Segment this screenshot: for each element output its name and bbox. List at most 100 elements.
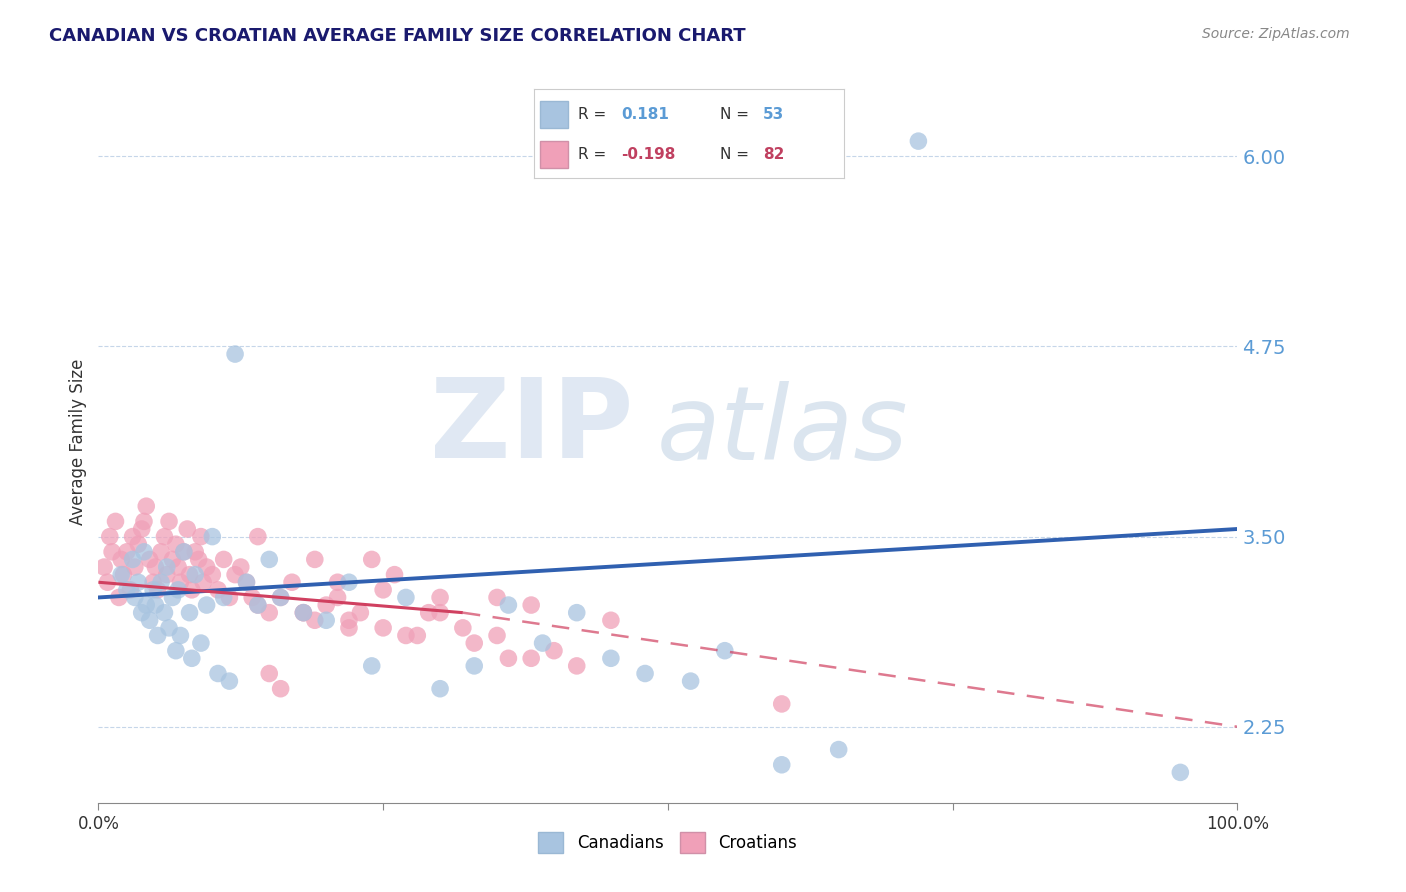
Point	[156, 567, 179, 582]
Point	[498, 651, 520, 665]
Point	[179, 606, 201, 620]
Point	[131, 606, 153, 620]
Point	[337, 575, 360, 590]
Point	[304, 552, 326, 566]
Point	[110, 567, 132, 582]
Point	[218, 591, 240, 605]
Point	[115, 582, 138, 597]
Point	[127, 537, 149, 551]
Point	[337, 613, 360, 627]
Point	[179, 567, 201, 582]
Point	[259, 606, 281, 620]
Point	[543, 643, 565, 657]
Point	[600, 613, 623, 627]
Point	[110, 552, 132, 566]
Point	[190, 530, 212, 544]
Point	[259, 666, 281, 681]
Point	[131, 522, 153, 536]
Point	[165, 643, 187, 657]
Text: 0.181: 0.181	[621, 107, 669, 121]
Point	[292, 606, 315, 620]
Legend: Canadians, Croatians: Canadians, Croatians	[531, 826, 804, 860]
Point	[145, 598, 167, 612]
Point	[679, 674, 702, 689]
Point	[176, 522, 198, 536]
Point	[153, 606, 176, 620]
Point	[384, 567, 406, 582]
Point	[207, 666, 229, 681]
Point	[565, 606, 588, 620]
Point	[418, 606, 440, 620]
Point	[184, 545, 207, 559]
Point	[349, 606, 371, 620]
Point	[187, 552, 209, 566]
Point	[406, 628, 429, 642]
Point	[193, 575, 215, 590]
Point	[195, 560, 218, 574]
Point	[157, 621, 180, 635]
Point	[304, 613, 326, 627]
Point	[138, 552, 160, 566]
Point	[169, 628, 191, 642]
Point	[173, 545, 195, 559]
Point	[145, 560, 167, 574]
Point	[486, 628, 509, 642]
Text: N =: N =	[720, 107, 749, 121]
Point	[292, 606, 315, 620]
Point	[429, 606, 451, 620]
Point	[165, 537, 187, 551]
Text: R =: R =	[578, 107, 606, 121]
Point	[150, 575, 173, 590]
Point	[146, 582, 169, 597]
Point	[326, 591, 349, 605]
Point	[212, 552, 235, 566]
Point	[907, 134, 929, 148]
Point	[224, 567, 246, 582]
Point	[229, 560, 252, 574]
Point	[108, 591, 131, 605]
Point	[195, 598, 218, 612]
Text: 82: 82	[763, 147, 785, 161]
Point	[180, 651, 202, 665]
Point	[157, 515, 180, 529]
Point	[132, 545, 155, 559]
Point	[156, 560, 179, 574]
Point	[270, 591, 292, 605]
Point	[150, 545, 173, 559]
Point	[121, 530, 143, 544]
Point	[1170, 765, 1192, 780]
Point	[201, 530, 224, 544]
Point	[770, 757, 793, 772]
Point	[138, 613, 160, 627]
Point	[142, 582, 165, 597]
Point	[270, 681, 292, 696]
Point	[96, 575, 118, 590]
Point	[337, 621, 360, 635]
Point	[135, 598, 157, 612]
Point	[714, 643, 737, 657]
Point	[451, 621, 474, 635]
Point	[486, 591, 509, 605]
Point	[240, 591, 263, 605]
Point	[360, 552, 382, 566]
Point	[142, 575, 165, 590]
FancyBboxPatch shape	[540, 101, 568, 128]
Point	[153, 530, 176, 544]
Point	[246, 598, 269, 612]
Point	[201, 567, 224, 582]
Text: CANADIAN VS CROATIAN AVERAGE FAMILY SIZE CORRELATION CHART: CANADIAN VS CROATIAN AVERAGE FAMILY SIZE…	[49, 27, 745, 45]
Point	[235, 575, 257, 590]
Point	[371, 582, 394, 597]
Point	[115, 545, 138, 559]
Point	[463, 636, 485, 650]
Text: Source: ZipAtlas.com: Source: ZipAtlas.com	[1202, 27, 1350, 41]
Point	[520, 598, 543, 612]
Point	[124, 591, 146, 605]
Point	[173, 545, 195, 559]
Point	[224, 347, 246, 361]
Point	[112, 567, 135, 582]
Point	[121, 552, 143, 566]
Text: -0.198: -0.198	[621, 147, 675, 161]
Point	[315, 598, 337, 612]
Point	[207, 582, 229, 597]
